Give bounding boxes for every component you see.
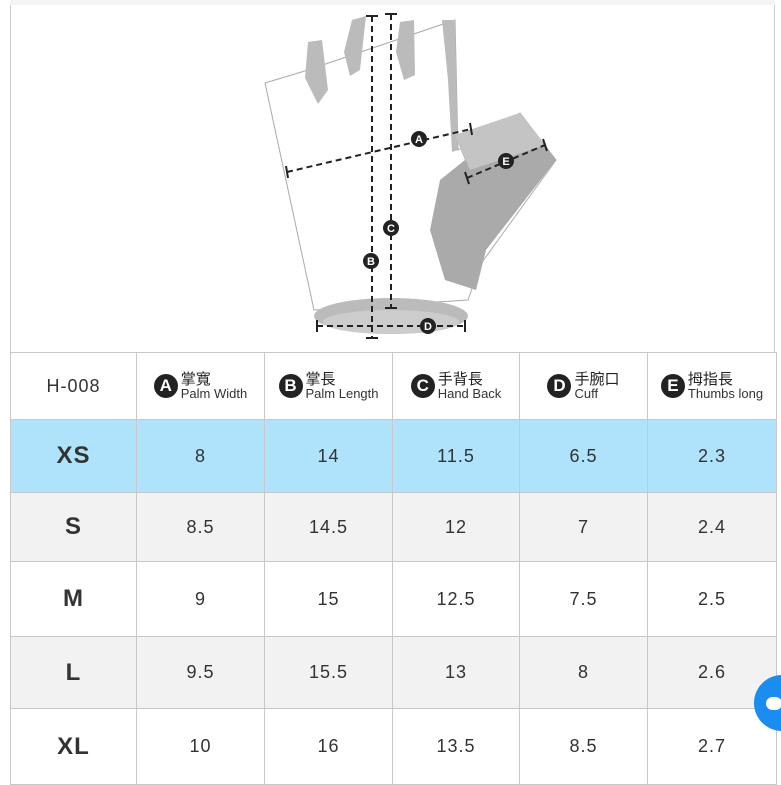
value-cell: 9.5 bbox=[136, 636, 265, 709]
badge-a-icon: A bbox=[153, 374, 178, 398]
col-zh: 拇指長 bbox=[687, 370, 733, 388]
value-cell: 10 bbox=[136, 708, 265, 785]
size-cell: XL bbox=[10, 708, 137, 785]
model-cell: H-008 bbox=[10, 352, 137, 420]
value-cell: 2.3 bbox=[647, 419, 777, 493]
badge-c-icon: C bbox=[410, 374, 435, 398]
col-en: Thumbs long bbox=[687, 385, 764, 401]
value-cell: 11.5 bbox=[392, 419, 520, 493]
value-cell: 12.5 bbox=[392, 561, 520, 637]
col-header-c: C 手背長 Hand Back bbox=[392, 352, 520, 420]
diagram-frame bbox=[10, 0, 775, 352]
value-cell: 15 bbox=[264, 561, 393, 637]
size-cell: S bbox=[10, 492, 137, 562]
value-cell: 13.5 bbox=[392, 708, 520, 785]
size-cell: M bbox=[10, 561, 137, 637]
label-d: D bbox=[424, 321, 432, 333]
col-header-b: B 掌長 Palm Length bbox=[264, 352, 393, 420]
col-en: Palm Width bbox=[180, 385, 248, 401]
label-b: B bbox=[367, 256, 375, 268]
badge-d-icon: D bbox=[547, 374, 572, 398]
glove-measurement-diagram: A B C D E bbox=[10, 0, 775, 339]
value-cell: 14 bbox=[264, 419, 393, 493]
thumb bbox=[430, 113, 556, 290]
col-zh: 手腕口 bbox=[574, 370, 620, 388]
size-chart-table: H-008 A 掌寬 Palm Width B 掌長 Palm Length C 手背長 H… bbox=[10, 352, 777, 785]
label-e: E bbox=[502, 156, 509, 168]
badge-b-icon: B bbox=[278, 374, 303, 398]
col-header-e: E 拇指長 Thumbs long bbox=[647, 352, 777, 420]
value-cell: 8.5 bbox=[519, 708, 648, 785]
col-zh: 掌寬 bbox=[180, 370, 211, 388]
badge-e-icon: E bbox=[660, 374, 685, 398]
size-cell: L bbox=[10, 636, 137, 709]
header-row: H-008 A 掌寬 Palm Width B 掌長 Palm Length C 手背長 H… bbox=[10, 352, 777, 420]
value-cell: 15.5 bbox=[264, 636, 393, 709]
value-cell: 6.5 bbox=[519, 419, 648, 493]
value-cell: 8 bbox=[136, 419, 265, 493]
col-en: Hand Back bbox=[437, 385, 502, 401]
value-cell: 8 bbox=[519, 636, 648, 709]
col-header-a: A 掌寬 Palm Width bbox=[136, 352, 265, 420]
table-row: S 8.5 14.5 12 7 2.4 bbox=[10, 492, 777, 562]
size-cell: XS bbox=[10, 419, 137, 493]
table-row: XS 8 14 11.5 6.5 2.3 bbox=[10, 419, 777, 493]
value-cell: 9 bbox=[136, 561, 265, 637]
col-header-d: D 手腕口 Cuff bbox=[519, 352, 648, 420]
value-cell: 2.4 bbox=[647, 492, 777, 562]
table-row: XL 10 16 13.5 8.5 2.7 bbox=[10, 708, 777, 785]
value-cell: 7 bbox=[519, 492, 648, 562]
value-cell: 12 bbox=[392, 492, 520, 562]
col-en: Palm Length bbox=[305, 385, 379, 401]
table-row: L 9.5 15.5 13 8 2.6 bbox=[10, 636, 777, 709]
value-cell: 2.7 bbox=[647, 708, 777, 785]
col-zh: 手背長 bbox=[437, 370, 483, 388]
col-zh: 掌長 bbox=[305, 370, 336, 388]
label-a: A bbox=[415, 134, 423, 146]
col-en: Cuff bbox=[574, 385, 599, 401]
value-cell: 8.5 bbox=[136, 492, 265, 562]
value-cell: 16 bbox=[264, 708, 393, 785]
value-cell: 2.5 bbox=[647, 561, 777, 637]
chat-bubble-icon bbox=[766, 696, 781, 710]
value-cell: 13 bbox=[392, 636, 520, 709]
label-c: C bbox=[387, 223, 395, 235]
table-row: M 9 15 12.5 7.5 2.5 bbox=[10, 561, 777, 637]
value-cell: 14.5 bbox=[264, 492, 393, 562]
value-cell: 7.5 bbox=[519, 561, 648, 637]
